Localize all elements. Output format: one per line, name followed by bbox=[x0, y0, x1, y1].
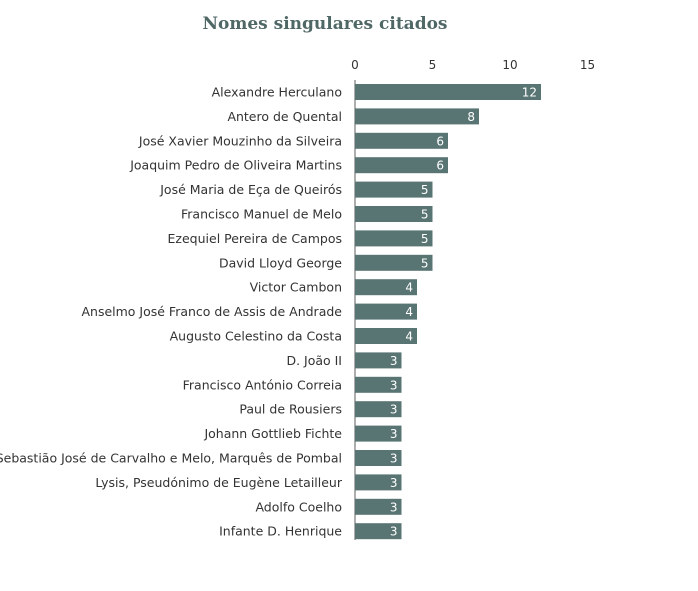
bar-value-label: 6 bbox=[436, 134, 444, 148]
bar bbox=[355, 498, 402, 515]
bar bbox=[355, 132, 448, 149]
bar bbox=[355, 84, 541, 100]
bar bbox=[355, 303, 417, 320]
bar bbox=[355, 206, 433, 222]
category-label: José Xavier Mouzinho da Silveira bbox=[138, 133, 342, 148]
category-label: Adolfo Coelho bbox=[255, 499, 342, 514]
bar-value-label: 6 bbox=[436, 159, 444, 173]
category-label: Lysis, Pseudónimo de Eugène Letailleur bbox=[95, 475, 343, 490]
category-label: Alexandre Herculano bbox=[212, 85, 342, 100]
bar bbox=[355, 425, 402, 442]
bar bbox=[355, 230, 433, 247]
bar-value-label: 3 bbox=[390, 476, 398, 490]
chart-title: Nomes singulares citados bbox=[202, 14, 448, 34]
bar-value-label: 3 bbox=[390, 452, 398, 466]
bar-value-label: 5 bbox=[421, 183, 429, 197]
bar bbox=[355, 279, 417, 296]
category-label: Sebastião José de Carvalho e Melo, Marqu… bbox=[0, 451, 342, 466]
bar bbox=[355, 108, 479, 125]
category-label: Augusto Celestino da Costa bbox=[170, 329, 342, 344]
bar bbox=[355, 474, 402, 491]
bar-value-label: 8 bbox=[467, 110, 475, 124]
x-tick-label: 10 bbox=[502, 58, 517, 72]
bar bbox=[355, 157, 448, 174]
x-tick-label: 15 bbox=[580, 58, 595, 72]
bar bbox=[355, 450, 402, 466]
x-tick-label: 0 bbox=[351, 58, 359, 72]
category-label: David Lloyd George bbox=[219, 255, 342, 270]
bar-value-label: 3 bbox=[390, 427, 398, 441]
bar bbox=[355, 181, 433, 198]
bar-value-label: 3 bbox=[390, 378, 398, 392]
category-label: Infante D. Henrique bbox=[219, 524, 342, 539]
bar-value-label: 4 bbox=[405, 330, 413, 344]
category-label: D. João II bbox=[286, 353, 342, 368]
bar-value-label: 3 bbox=[390, 403, 398, 417]
category-label: Antero de Quental bbox=[227, 109, 342, 124]
bar-value-label: 5 bbox=[421, 208, 429, 222]
bar bbox=[355, 376, 402, 393]
bar bbox=[355, 254, 433, 271]
bar-value-label: 3 bbox=[390, 354, 398, 368]
category-label: Victor Cambon bbox=[250, 280, 342, 295]
category-label: Francisco António Correia bbox=[183, 377, 342, 392]
category-label: Paul de Rousiers bbox=[239, 402, 342, 417]
category-label: Ezequiel Pereira de Campos bbox=[168, 231, 342, 246]
bar-value-label: 5 bbox=[421, 256, 429, 270]
category-label: Francisco Manuel de Melo bbox=[181, 207, 342, 222]
category-label: Anselmo José Franco de Assis de Andrade bbox=[81, 304, 342, 319]
bar-value-label: 12 bbox=[522, 86, 537, 100]
bar-value-label: 4 bbox=[405, 281, 413, 295]
bar bbox=[355, 401, 402, 418]
category-label: Johann Gottlieb Fichte bbox=[203, 426, 342, 441]
bar-value-label: 5 bbox=[421, 232, 429, 246]
x-tick-label: 5 bbox=[429, 58, 437, 72]
bar bbox=[355, 352, 402, 369]
bar bbox=[355, 523, 402, 540]
category-label: Joaquim Pedro de Oliveira Martins bbox=[129, 158, 342, 173]
bar-value-label: 3 bbox=[390, 525, 398, 539]
category-label: José Maria de Eça de Queirós bbox=[159, 182, 342, 197]
bar-value-label: 3 bbox=[390, 500, 398, 514]
bar bbox=[355, 328, 417, 344]
bar-value-label: 4 bbox=[405, 305, 413, 319]
